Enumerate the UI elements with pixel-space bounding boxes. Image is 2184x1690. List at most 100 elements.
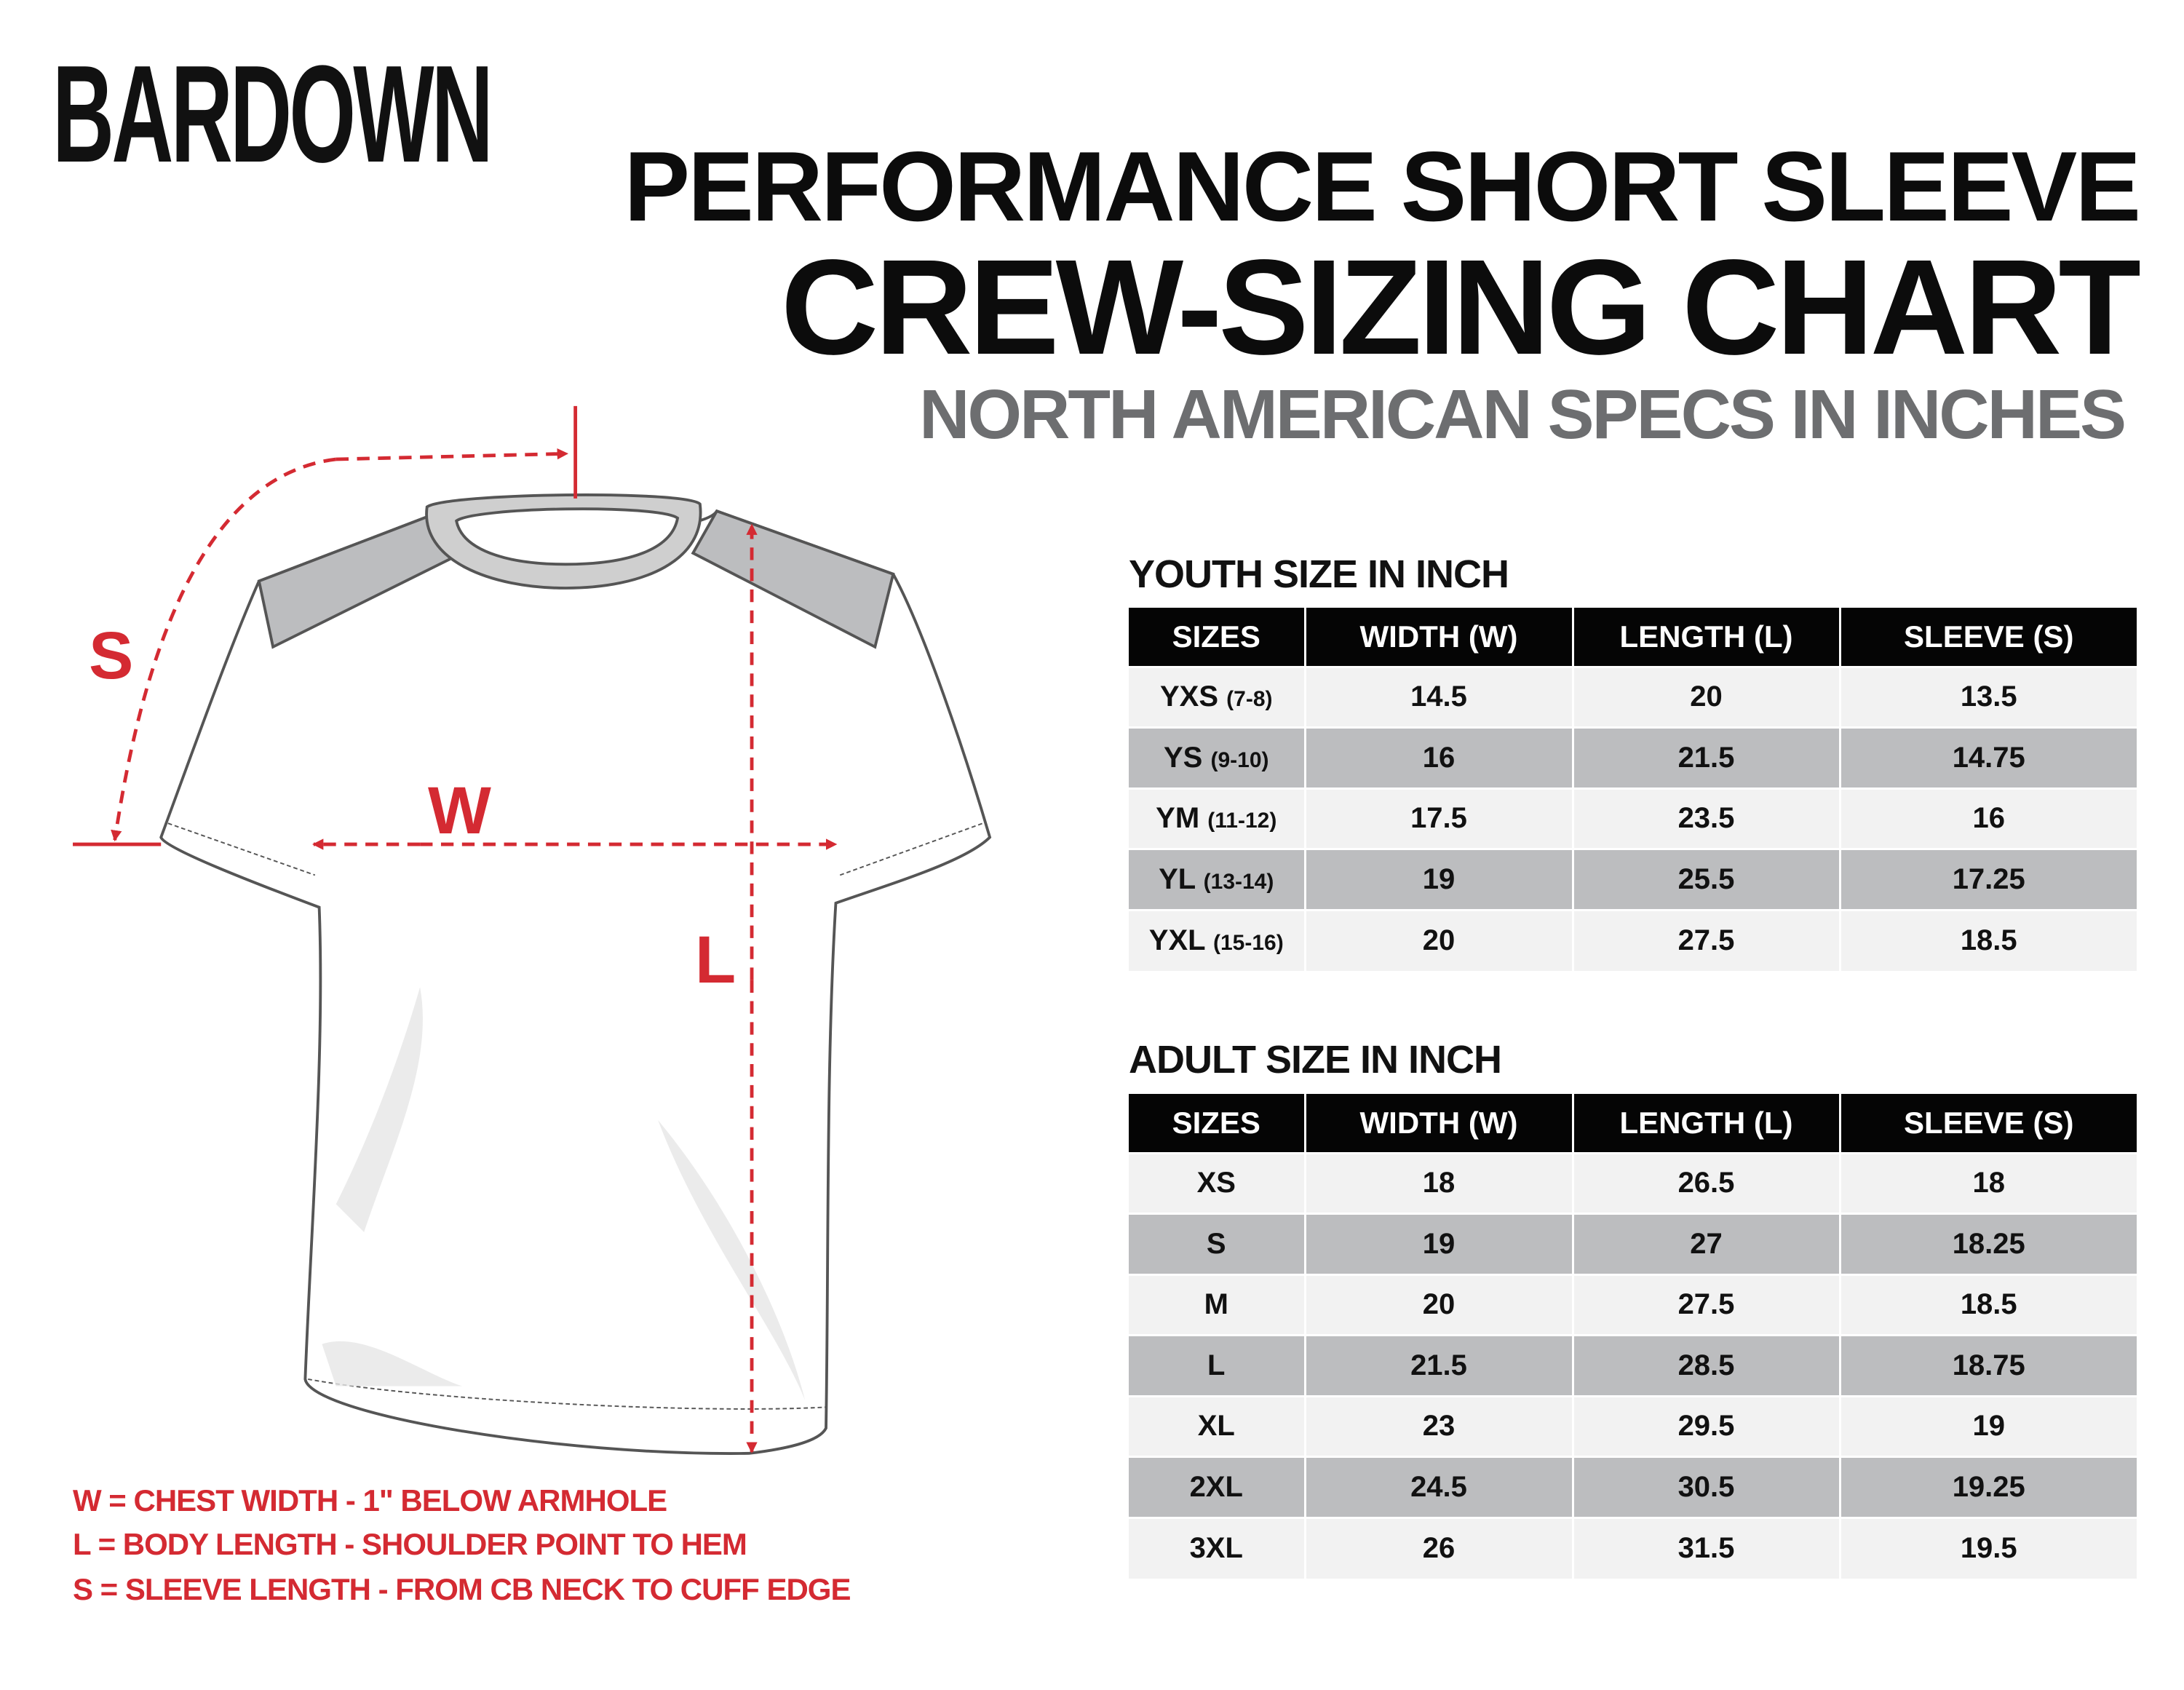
length-cell: 25.5 bbox=[1573, 848, 1841, 910]
table-row: YL (13-14) 19 25.5 17.25 bbox=[1129, 848, 2137, 910]
size-cell: YM (11-12) bbox=[1129, 787, 1306, 849]
table-header: SIZES WIDTH (W) LENGTH (L) SLEEVE (S) bbox=[1129, 608, 2137, 667]
size-cell: 3XL bbox=[1129, 1516, 1306, 1579]
size-cell-label: M bbox=[1204, 1288, 1228, 1321]
length-label: L bbox=[695, 923, 736, 997]
adult-size-table: SIZES WIDTH (W) LENGTH (L) SLEEVE (S) XS… bbox=[1129, 1094, 2137, 1579]
col-header: SIZES bbox=[1129, 1094, 1306, 1153]
size-cell-label: YM bbox=[1156, 802, 1200, 835]
width-cell: 24.5 bbox=[1305, 1456, 1574, 1518]
table-row: S 19 27 18.25 bbox=[1129, 1213, 2137, 1274]
size-cell: XS bbox=[1129, 1151, 1306, 1214]
youth-heading: YOUTH SIZE IN INCH bbox=[1129, 552, 1509, 596]
table-row: 2XL 24.5 30.5 19.25 bbox=[1129, 1456, 2137, 1518]
size-cell: S bbox=[1129, 1213, 1306, 1274]
size-cell-label: L bbox=[1207, 1349, 1226, 1381]
sleeve-length-arrow bbox=[111, 457, 336, 842]
legend-length: L = BODY LENGTH - SHOULDER POINT TO HEM bbox=[73, 1527, 747, 1561]
col-header: SLEEVE (S) bbox=[1840, 608, 2137, 667]
length-cell: 28.5 bbox=[1573, 1334, 1841, 1396]
sleeve-cell: 18.75 bbox=[1840, 1334, 2137, 1396]
width-cell: 20 bbox=[1305, 908, 1574, 971]
adult-heading: ADULT SIZE IN INCH bbox=[1129, 1038, 1502, 1082]
length-cell: 27.5 bbox=[1573, 908, 1841, 971]
measurement-lines bbox=[73, 405, 838, 1453]
size-cell-label: YS bbox=[1163, 741, 1203, 774]
width-cell: 23 bbox=[1305, 1395, 1574, 1457]
size-cell: M bbox=[1129, 1273, 1306, 1336]
col-header: LENGTH (L) bbox=[1573, 608, 1841, 667]
sleeve-cell: 17.25 bbox=[1840, 848, 2137, 910]
shirt-shading bbox=[322, 987, 806, 1400]
length-cell: 27.5 bbox=[1573, 1273, 1841, 1336]
size-cell: L bbox=[1129, 1334, 1306, 1396]
size-cell-label: YL bbox=[1159, 862, 1196, 895]
length-cell: 29.5 bbox=[1573, 1395, 1841, 1457]
length-cell: 23.5 bbox=[1573, 787, 1841, 849]
sleeve-cell: 14.75 bbox=[1840, 726, 2137, 788]
table-row: 3XL 26 31.5 19.5 bbox=[1129, 1516, 2137, 1579]
width-cell: 18 bbox=[1305, 1151, 1574, 1214]
col-header: WIDTH (W) bbox=[1305, 608, 1574, 667]
youth-size-table: SIZES WIDTH (W) LENGTH (L) SLEEVE (S) YX… bbox=[1129, 608, 2137, 971]
table-row: XS 18 26.5 18 bbox=[1129, 1151, 2137, 1214]
subtitle: NORTH AMERICAN SPECS IN INCHES bbox=[919, 376, 2127, 453]
sleeve-cell: 18.5 bbox=[1840, 908, 2137, 971]
sleeve-cell: 18.5 bbox=[1840, 1273, 2137, 1336]
age-range: (13-14) bbox=[1203, 869, 1274, 894]
age-range: (11-12) bbox=[1207, 809, 1277, 833]
sleeve-cell: 13.5 bbox=[1840, 665, 2137, 728]
size-cell: YL (13-14) bbox=[1129, 848, 1306, 910]
table-row: XL 23 29.5 19 bbox=[1129, 1395, 2137, 1457]
width-cell: 19 bbox=[1305, 1213, 1574, 1274]
width-cell: 17.5 bbox=[1305, 787, 1574, 849]
length-cell: 30.5 bbox=[1573, 1456, 1841, 1518]
table-row: YXS (7-8) 14.5 20 13.5 bbox=[1129, 665, 2137, 728]
size-cell-label: S bbox=[1206, 1227, 1226, 1260]
width-cell: 20 bbox=[1305, 1273, 1574, 1336]
size-cell: 2XL bbox=[1129, 1456, 1306, 1518]
size-cell: YXS (7-8) bbox=[1129, 665, 1306, 728]
col-header: SIZES bbox=[1129, 608, 1306, 667]
sleeve-cell: 18 bbox=[1840, 1151, 2137, 1214]
width-label: W bbox=[428, 774, 491, 848]
length-cell: 20 bbox=[1573, 665, 1841, 728]
size-cell-label: 3XL bbox=[1189, 1532, 1243, 1564]
width-cell: 26 bbox=[1305, 1516, 1574, 1579]
legend-sleeve: S = SLEEVE LENGTH - FROM CB NECK TO CUFF… bbox=[73, 1572, 851, 1606]
size-cell-label: 2XL bbox=[1189, 1470, 1243, 1503]
age-range: (15-16) bbox=[1212, 931, 1284, 955]
brand-logo: BARDOWN bbox=[52, 37, 493, 191]
size-cell: YS (9-10) bbox=[1129, 726, 1306, 788]
age-range: (7-8) bbox=[1226, 687, 1273, 712]
sleeve-cell: 19.25 bbox=[1840, 1456, 2137, 1518]
tshirt-outline bbox=[159, 493, 992, 1455]
length-cell: 27 bbox=[1573, 1213, 1841, 1274]
size-cell: YXL (15-16) bbox=[1129, 908, 1306, 971]
size-cell-label: XL bbox=[1197, 1410, 1235, 1443]
width-cell: 14.5 bbox=[1305, 665, 1574, 728]
table-row: YM (11-12) 17.5 23.5 16 bbox=[1129, 787, 2137, 849]
width-cell: 19 bbox=[1305, 848, 1574, 910]
sleeve-cell: 19.5 bbox=[1840, 1516, 2137, 1579]
table-row: L 21.5 28.5 18.75 bbox=[1129, 1334, 2137, 1396]
title-line-2: CREW-SIZING CHART bbox=[780, 232, 2141, 383]
col-header: LENGTH (L) bbox=[1573, 1094, 1841, 1153]
width-cell: 16 bbox=[1305, 726, 1574, 788]
table-row: M 20 27.5 18.5 bbox=[1129, 1273, 2137, 1336]
length-cell: 26.5 bbox=[1573, 1151, 1841, 1214]
sleeve-label: S bbox=[89, 619, 134, 693]
sleeve-cell: 19 bbox=[1840, 1395, 2137, 1457]
size-cell-label: YXS bbox=[1159, 681, 1219, 713]
size-cell-label: XS bbox=[1196, 1167, 1236, 1199]
legend-width: W = CHEST WIDTH - 1" BELOW ARMHOLE bbox=[73, 1483, 667, 1518]
length-cell: 21.5 bbox=[1573, 726, 1841, 788]
table-row: YXL (15-16) 20 27.5 18.5 bbox=[1129, 908, 2137, 971]
age-range: (9-10) bbox=[1210, 747, 1269, 772]
sleeve-cell: 16 bbox=[1840, 787, 2137, 849]
size-cell-label: YXL bbox=[1148, 924, 1205, 956]
title-line-1: PERFORMANCE SHORT SLEEVE bbox=[624, 131, 2141, 242]
col-header: WIDTH (W) bbox=[1305, 1094, 1574, 1153]
length-cell: 31.5 bbox=[1573, 1516, 1841, 1579]
